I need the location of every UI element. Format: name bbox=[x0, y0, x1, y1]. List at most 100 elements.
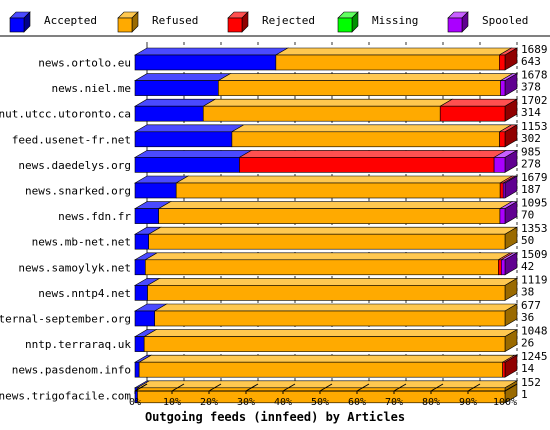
x-tick-label: 30% bbox=[237, 397, 255, 408]
offered-count-label: 1678 bbox=[521, 69, 548, 82]
bar-segment-accepted bbox=[134, 157, 240, 173]
x-tick-label: 0% bbox=[129, 397, 141, 408]
accepted-count-label: 378 bbox=[521, 81, 541, 94]
offered-count-label: 1119 bbox=[521, 273, 548, 286]
legend: Accepted Refused Rejected Missing Spooled bbox=[9, 11, 528, 33]
offered-count-label: 1353 bbox=[521, 222, 548, 235]
x-tick-label: 40% bbox=[274, 397, 292, 408]
bar-segment-refused bbox=[218, 80, 501, 96]
bars bbox=[133, 47, 519, 404]
x-tick-mark bbox=[467, 383, 481, 392]
accepted-count-label: 302 bbox=[521, 132, 541, 145]
x-tick-mark bbox=[430, 383, 444, 392]
bar-segment-rejected bbox=[239, 157, 495, 173]
bar-segment-accepted bbox=[134, 336, 145, 352]
bar-segment-spooled bbox=[500, 80, 506, 96]
legend-swatch bbox=[227, 17, 243, 33]
accepted-count-label: 314 bbox=[521, 106, 541, 119]
bar-segment-spooled bbox=[501, 259, 506, 276]
x-tick-mark bbox=[134, 383, 148, 392]
bar-segment-refused bbox=[158, 208, 501, 224]
bar-news-mb-net-net bbox=[133, 226, 519, 250]
bar-segment-refused bbox=[148, 233, 506, 250]
bar-segment-top-refused bbox=[146, 278, 519, 286]
legend-swatch bbox=[447, 17, 463, 33]
legend-item-rejected: Rejected bbox=[227, 11, 315, 33]
legend-label: Refused bbox=[152, 14, 198, 27]
legend-item-refused: Refused bbox=[117, 11, 198, 33]
bar-segment-accepted bbox=[134, 80, 219, 96]
bar-news-snarked-org bbox=[133, 175, 519, 199]
bar-segment-top-refused bbox=[230, 124, 513, 133]
bar-segment-refused bbox=[143, 336, 506, 352]
legend-item-spooled: Spooled bbox=[447, 11, 528, 33]
accepted-count-label: 36 bbox=[521, 311, 534, 324]
offered-count-label: 1702 bbox=[521, 94, 548, 107]
category-label: news.snarked.org bbox=[25, 185, 131, 198]
bar-segment-top-refused bbox=[138, 354, 516, 363]
bar-news-trigofacile-com bbox=[133, 380, 519, 404]
bar-segment-top-refused bbox=[217, 73, 514, 81]
bar-segment-spooled bbox=[493, 157, 506, 173]
bar-segment-accepted bbox=[134, 285, 148, 301]
x-tick-label: 20% bbox=[200, 397, 218, 408]
bar-segment-top-refused bbox=[143, 329, 519, 337]
x-tick-label: 10% bbox=[163, 397, 181, 408]
x-tick-mark bbox=[356, 383, 370, 392]
legend-item-accepted: Accepted bbox=[9, 11, 97, 33]
bar-segment-top-refused bbox=[274, 47, 513, 56]
category-label: eternal-september.org bbox=[0, 313, 131, 326]
accepted-count-label: 38 bbox=[521, 285, 534, 298]
category-label: news.nntp4.net bbox=[38, 287, 131, 300]
bar-news-fdn-fr bbox=[133, 201, 519, 225]
legend-label: Spooled bbox=[482, 14, 528, 27]
legend-swatch bbox=[117, 17, 133, 33]
bar-segment-accepted bbox=[134, 105, 204, 122]
legend-swatch bbox=[9, 17, 25, 33]
category-label: nut.utcc.utoronto.ca bbox=[0, 108, 131, 121]
bar-nntp-terraraq-uk bbox=[133, 329, 519, 353]
bar-segment-top-refused bbox=[175, 175, 514, 184]
x-tick-label: 70% bbox=[385, 397, 403, 408]
bar-segment-refused bbox=[144, 259, 499, 276]
offered-count-label: 1509 bbox=[521, 248, 548, 261]
bar-segment-refused bbox=[137, 387, 506, 404]
accepted-count-label: 70 bbox=[521, 209, 534, 222]
bar-segment-accepted bbox=[134, 182, 177, 199]
bar-segment-top-refused bbox=[157, 201, 514, 209]
legend-label: Missing bbox=[372, 14, 418, 27]
bar-segment-accepted bbox=[134, 208, 159, 224]
bar-segment-refused bbox=[154, 310, 506, 327]
category-label: news.fdn.fr bbox=[58, 210, 131, 223]
bar-segment-refused bbox=[202, 105, 441, 122]
accepted-count-label: 42 bbox=[521, 260, 534, 273]
bar-segment-rejected bbox=[498, 259, 502, 276]
bar-news-pasdenom-info bbox=[133, 354, 519, 378]
bar-segment-top-accepted bbox=[133, 150, 253, 158]
bar-news-niel-me bbox=[133, 73, 519, 97]
bar-segment-rejected bbox=[499, 182, 504, 199]
bar-segment-rejected bbox=[499, 131, 506, 148]
accepted-count-label: 26 bbox=[521, 337, 534, 350]
offered-count-label: 985 bbox=[521, 145, 541, 158]
bar-nut-utcc-utoronto-ca bbox=[133, 98, 519, 122]
offered-count-label: 1679 bbox=[521, 171, 548, 184]
category-label: news.trigofacile.com bbox=[0, 389, 131, 402]
accepted-count-label: 187 bbox=[521, 183, 541, 196]
category-label: news.samoylyk.net bbox=[18, 261, 131, 274]
bar-news-nntp4-net bbox=[133, 277, 519, 301]
bar-segment-accepted bbox=[134, 259, 146, 276]
bar-segment-refused bbox=[275, 54, 500, 71]
accepted-count-label: 50 bbox=[521, 234, 534, 247]
legend-item-missing: Missing bbox=[337, 11, 418, 33]
category-label: news.niel.me bbox=[52, 82, 131, 95]
bar-segment-top-accepted bbox=[133, 124, 246, 133]
x-tick-label: 60% bbox=[348, 397, 366, 408]
bar-segment-accepted bbox=[134, 310, 155, 327]
x-tick-mark bbox=[245, 383, 259, 392]
offered-count-label: 1245 bbox=[521, 350, 548, 363]
bar-segment-accepted bbox=[134, 54, 277, 71]
bar-segment-refused bbox=[231, 131, 500, 148]
bar-eternal-september-org bbox=[133, 303, 519, 327]
bar-segment-top-refused bbox=[147, 226, 519, 235]
